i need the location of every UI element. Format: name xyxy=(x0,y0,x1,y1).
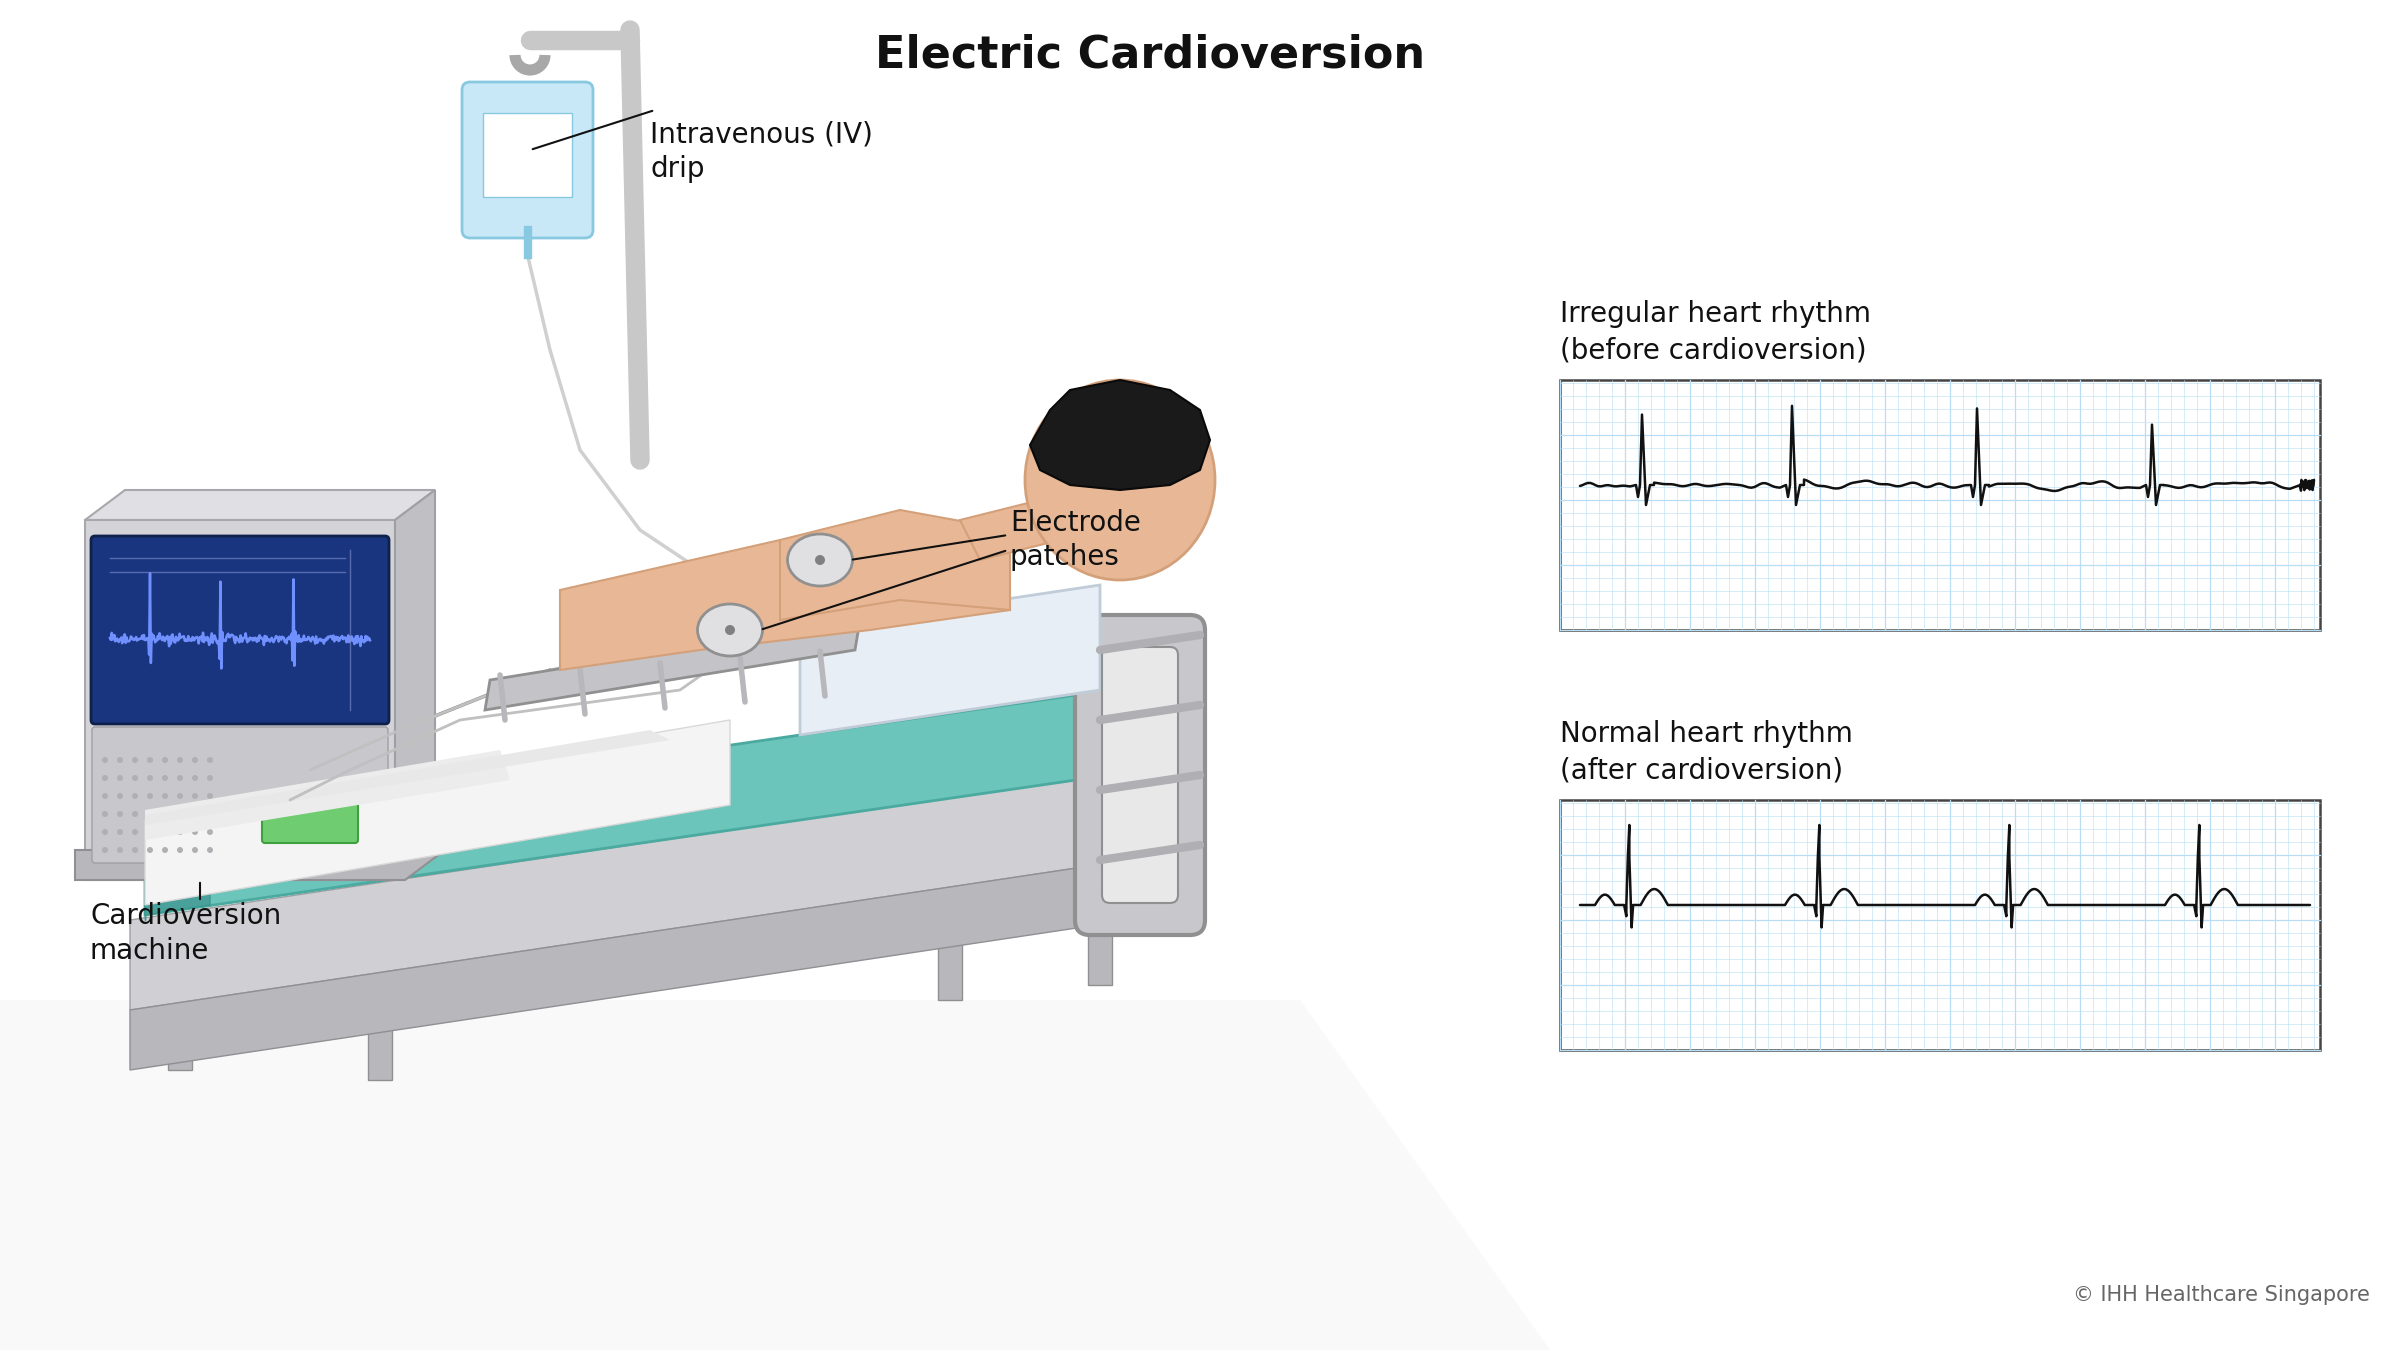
Circle shape xyxy=(192,811,197,817)
Circle shape xyxy=(132,775,139,782)
Circle shape xyxy=(206,757,214,763)
FancyBboxPatch shape xyxy=(84,520,396,880)
FancyBboxPatch shape xyxy=(1075,616,1205,936)
Polygon shape xyxy=(144,751,511,840)
Circle shape xyxy=(132,811,139,817)
FancyBboxPatch shape xyxy=(91,536,389,724)
Circle shape xyxy=(118,757,122,763)
Circle shape xyxy=(163,757,168,763)
Circle shape xyxy=(206,846,214,853)
Circle shape xyxy=(816,555,826,566)
Polygon shape xyxy=(780,510,1010,620)
Circle shape xyxy=(163,811,168,817)
Polygon shape xyxy=(144,819,211,915)
Polygon shape xyxy=(1087,845,1111,986)
Circle shape xyxy=(206,829,214,836)
Polygon shape xyxy=(679,560,761,599)
Circle shape xyxy=(146,775,154,782)
Circle shape xyxy=(118,775,122,782)
Polygon shape xyxy=(799,585,1099,734)
Polygon shape xyxy=(144,684,1145,915)
Polygon shape xyxy=(367,980,391,1080)
Circle shape xyxy=(178,757,182,763)
Circle shape xyxy=(146,792,154,799)
FancyBboxPatch shape xyxy=(461,82,593,238)
Circle shape xyxy=(132,829,139,836)
Circle shape xyxy=(146,829,154,836)
Polygon shape xyxy=(396,490,434,880)
Circle shape xyxy=(206,775,214,782)
Circle shape xyxy=(192,757,197,763)
Circle shape xyxy=(206,792,214,799)
Circle shape xyxy=(178,792,182,799)
Polygon shape xyxy=(559,540,1010,670)
Circle shape xyxy=(192,792,197,799)
Polygon shape xyxy=(144,720,730,905)
Text: Electrode
patches: Electrode patches xyxy=(1010,509,1140,571)
Polygon shape xyxy=(84,490,434,520)
Circle shape xyxy=(725,625,734,634)
Circle shape xyxy=(192,846,197,853)
Circle shape xyxy=(118,792,122,799)
FancyBboxPatch shape xyxy=(482,113,571,197)
Bar xyxy=(1560,379,2321,630)
Text: Intravenous (IV)
drip: Intravenous (IV) drip xyxy=(650,120,874,182)
Text: Normal heart rhythm
(after cardioversion): Normal heart rhythm (after cardioversion… xyxy=(1560,720,1853,784)
Polygon shape xyxy=(1030,379,1210,490)
Circle shape xyxy=(101,829,108,836)
Circle shape xyxy=(146,757,154,763)
Circle shape xyxy=(101,757,108,763)
Circle shape xyxy=(178,775,182,782)
Circle shape xyxy=(146,846,154,853)
Circle shape xyxy=(206,811,214,817)
Circle shape xyxy=(118,846,122,853)
Circle shape xyxy=(132,792,139,799)
Ellipse shape xyxy=(787,535,852,586)
Circle shape xyxy=(146,811,154,817)
Text: Electric Cardioversion: Electric Cardioversion xyxy=(876,34,1426,77)
Polygon shape xyxy=(144,730,670,825)
Circle shape xyxy=(132,757,139,763)
Circle shape xyxy=(178,829,182,836)
Polygon shape xyxy=(130,769,1130,1010)
Circle shape xyxy=(118,811,122,817)
Circle shape xyxy=(192,829,197,836)
Circle shape xyxy=(101,846,108,853)
Circle shape xyxy=(163,829,168,836)
Circle shape xyxy=(132,846,139,853)
FancyBboxPatch shape xyxy=(262,802,358,842)
Circle shape xyxy=(163,775,168,782)
Text: Cardioversion
machine: Cardioversion machine xyxy=(91,902,281,965)
Polygon shape xyxy=(938,860,962,1000)
Polygon shape xyxy=(130,860,1130,1071)
Polygon shape xyxy=(168,1010,192,1071)
Polygon shape xyxy=(74,850,444,880)
Polygon shape xyxy=(960,500,1061,560)
Text: © IHH Healthcare Singapore: © IHH Healthcare Singapore xyxy=(2074,1285,2371,1305)
Polygon shape xyxy=(485,620,859,710)
Bar xyxy=(1560,801,2321,1050)
Circle shape xyxy=(163,792,168,799)
FancyBboxPatch shape xyxy=(1102,647,1178,903)
Circle shape xyxy=(101,811,108,817)
Circle shape xyxy=(192,775,197,782)
Circle shape xyxy=(101,775,108,782)
Circle shape xyxy=(101,792,108,799)
Ellipse shape xyxy=(698,603,763,656)
Ellipse shape xyxy=(1025,379,1214,580)
Circle shape xyxy=(178,811,182,817)
Circle shape xyxy=(118,829,122,836)
Circle shape xyxy=(163,846,168,853)
Text: Irregular heart rhythm
(before cardioversion): Irregular heart rhythm (before cardiover… xyxy=(1560,300,1872,364)
Circle shape xyxy=(178,846,182,853)
FancyBboxPatch shape xyxy=(91,728,389,863)
Polygon shape xyxy=(0,1000,1550,1350)
